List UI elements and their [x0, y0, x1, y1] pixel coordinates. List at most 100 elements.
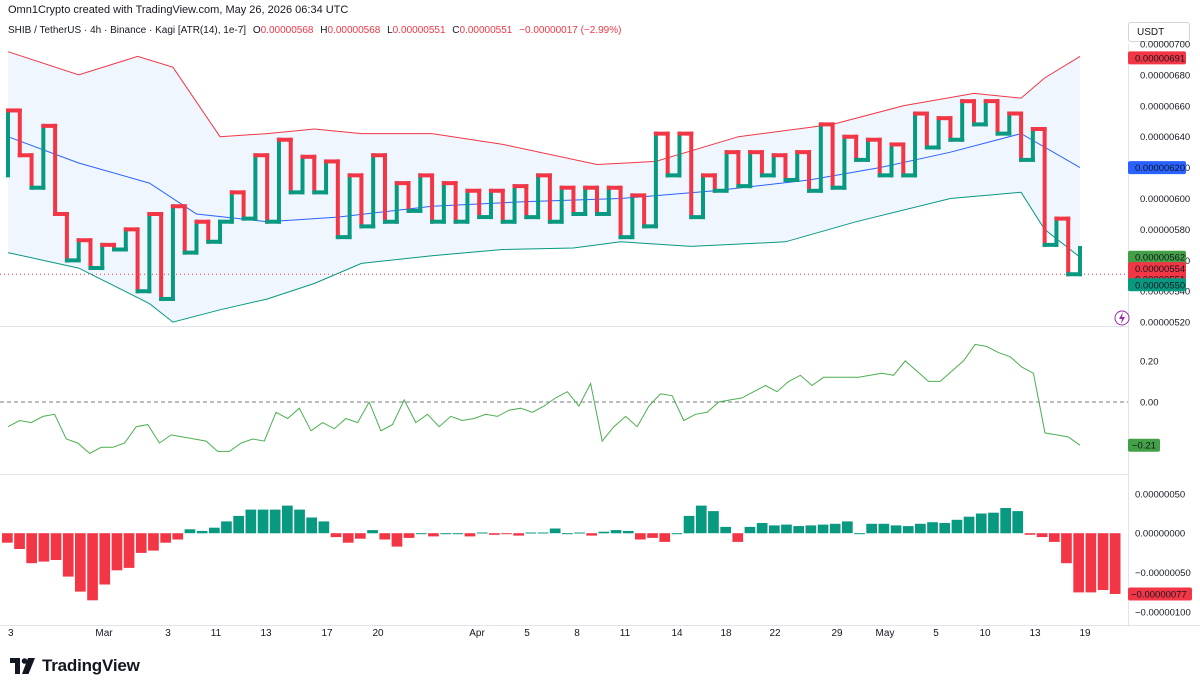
open-value: 0.00000568 — [260, 25, 314, 36]
histogram-bar — [196, 530, 208, 534]
histogram-bar — [342, 533, 354, 543]
histogram-bar — [123, 533, 135, 568]
tradingview-icon — [10, 658, 35, 674]
histogram-bar — [1085, 533, 1097, 593]
time-axis-tick: 10 — [979, 628, 991, 639]
histogram-bar — [781, 524, 792, 534]
histogram-bar — [464, 533, 476, 537]
histogram-bar — [622, 530, 634, 534]
histogram-bar — [1024, 533, 1036, 535]
histogram-axis-tick: −0.00000100 — [1135, 608, 1191, 619]
currency-selector[interactable]: USDT — [1128, 22, 1190, 42]
histogram-bar — [269, 509, 281, 534]
histogram-bar — [1012, 511, 1024, 534]
histogram-bar — [647, 533, 658, 538]
time-axis-tick: 5 — [933, 628, 939, 639]
histogram-bar — [257, 509, 269, 534]
histogram-bar — [379, 533, 391, 540]
price-axis-tick: 0.00000640 — [1140, 132, 1190, 143]
histogram-bar — [805, 525, 817, 534]
histogram-bar — [62, 533, 74, 577]
price-tag-bg — [1128, 262, 1186, 276]
histogram-bar — [50, 533, 62, 560]
price-axis-tick: 0.00000520 — [1140, 318, 1190, 329]
time-axis-tick: 3 — [8, 628, 14, 639]
histogram-bar — [209, 527, 220, 534]
histogram-bar — [75, 533, 86, 592]
histogram-bar — [586, 533, 597, 536]
histogram-bar — [939, 523, 951, 534]
histogram-bar — [501, 533, 512, 535]
histogram-bar — [99, 533, 111, 585]
chart-canvas[interactable]: 0.000005200.000005400.000005600.00000580… — [0, 0, 1200, 650]
histogram-bar — [221, 521, 232, 534]
close-value: 0.00000551 — [459, 25, 513, 36]
histogram-bar — [671, 533, 683, 535]
time-axis-tick: 8 — [574, 628, 580, 639]
histogram-bar — [988, 512, 999, 534]
histogram-bar — [38, 533, 50, 562]
price-axis-tick: 0.00000700 — [1140, 40, 1190, 51]
price-tag: 0.00000550 — [1135, 280, 1185, 291]
bollinger-band-fill — [8, 51, 1080, 323]
time-axis-tick: 22 — [769, 628, 781, 639]
high-label: H — [320, 25, 328, 36]
price-axis-tick: 0.00000540 — [1140, 287, 1190, 298]
time-axis-tick: 13 — [1029, 628, 1041, 639]
price-axis-tick: 0.00000680 — [1140, 70, 1190, 81]
histogram-bar — [708, 511, 719, 534]
histogram-axis-tick: 0.00000000 — [1135, 529, 1185, 540]
histogram-bar — [549, 528, 561, 534]
histogram-bar — [1036, 533, 1048, 538]
bollinger-upper-line — [7, 51, 1081, 166]
histogram-bar — [428, 533, 439, 537]
symbol-line[interactable]: SHIB / TetherUS · 4h · Binance · Kagi [A… — [8, 25, 247, 36]
histogram-bar — [245, 509, 257, 534]
time-axis-tick: Mar — [95, 628, 113, 639]
histogram-bar — [26, 533, 37, 564]
price-tag: 0.00000562 — [1135, 253, 1185, 264]
oscillator-axis-tick: 0.00 — [1140, 398, 1159, 409]
histogram-bar — [415, 533, 427, 535]
symbol-legend: SHIB / TetherUS · 4h · Binance · Kagi [A… — [8, 25, 621, 36]
histogram-bar — [1049, 533, 1060, 542]
histogram-bar — [14, 533, 25, 549]
histogram-bar — [1073, 533, 1084, 593]
price-tag-bg — [1128, 51, 1186, 65]
histogram-bar — [513, 533, 524, 536]
histogram-bar — [87, 533, 98, 601]
histogram-bar — [720, 526, 731, 534]
price-tag: 0.00000554 — [1135, 264, 1185, 275]
oscillator-line — [7, 343, 1081, 455]
low-label: L — [387, 25, 393, 36]
time-axis-tick: 11 — [211, 628, 222, 639]
histogram-bar — [927, 522, 938, 534]
brand-name: TradingView — [42, 656, 140, 675]
histogram-bar — [744, 526, 756, 534]
histogram-bar — [829, 523, 841, 534]
histogram-bar — [391, 533, 403, 547]
change-value: −0.00000017 (−2.99%) — [519, 25, 622, 36]
price-axis-tick: 0.00000660 — [1140, 101, 1190, 112]
chart-credit: Omn1Crypto created with TradingView.com,… — [8, 4, 349, 16]
close-label: C — [452, 25, 460, 36]
time-axis-tick: 13 — [260, 628, 272, 639]
histogram-bar — [1000, 508, 1011, 534]
histogram-bar — [562, 533, 573, 535]
time-axis-tick: May — [876, 628, 895, 639]
low-value: 0.00000551 — [392, 25, 446, 36]
histogram-bar — [233, 515, 244, 534]
histogram-bar — [403, 533, 415, 538]
time-axis-tick: Apr — [469, 628, 485, 639]
histogram-bar — [902, 526, 914, 534]
histogram-bar — [732, 533, 744, 542]
histogram-bar — [1097, 533, 1109, 590]
oscillator-tag: −0.21 — [1132, 441, 1156, 452]
price-axis-tick: 0.00000600 — [1140, 194, 1190, 205]
histogram-axis-tick: 0.00000050 — [1135, 489, 1185, 500]
histogram-bar — [963, 516, 975, 534]
histogram-bar — [282, 505, 293, 534]
open-label: O — [252, 25, 261, 36]
time-axis-tick: 19 — [1079, 628, 1091, 639]
histogram-bar — [866, 523, 877, 534]
